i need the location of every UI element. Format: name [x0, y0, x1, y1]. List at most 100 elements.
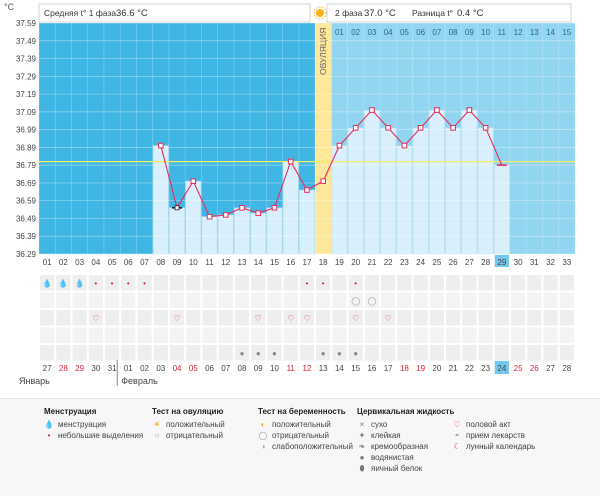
ovulation-band	[315, 23, 332, 254]
day-label: 11	[205, 258, 214, 267]
symbol-cell	[429, 327, 444, 343]
symbol-cell	[527, 292, 542, 308]
light-spotting-icon: •	[111, 279, 114, 288]
symbol-cell	[218, 345, 233, 361]
phase1-box	[38, 3, 311, 23]
symbol-cell	[381, 275, 396, 291]
symbol-cell	[316, 310, 331, 326]
legend-item: ⬮ яичный белок	[357, 463, 454, 474]
symbol-cell	[234, 275, 250, 291]
date-label: 25	[514, 364, 523, 373]
day-label: 22	[384, 258, 393, 267]
symbol-cell	[494, 345, 509, 361]
day-label: 30	[514, 258, 523, 267]
date-label: 22	[465, 364, 474, 373]
symbol-cell	[218, 292, 233, 308]
day-label: 26	[449, 258, 458, 267]
symbol-cell	[40, 310, 55, 326]
y-tick-label: 36.29	[16, 250, 37, 259]
symbol-cell	[104, 275, 120, 291]
y-tick-label: 37.39	[16, 55, 37, 64]
symbol-cell	[283, 345, 298, 361]
temp-point	[417, 125, 424, 131]
symbol-cell	[316, 327, 331, 343]
light-spotting-icon: •	[354, 279, 357, 288]
pregnancy-test-negative-icon: ◯	[367, 297, 376, 306]
symbol-cell	[364, 275, 380, 291]
day-label: 16	[286, 258, 295, 267]
symbol-cell	[169, 345, 185, 361]
y-tick-label: 36.69	[16, 179, 37, 188]
symbol-cell	[137, 327, 152, 343]
symbol-cell	[478, 327, 493, 343]
symbol-cell	[478, 310, 493, 326]
light-spotting-icon: •	[143, 279, 146, 288]
day-label: 04	[91, 258, 100, 267]
legend-item: ✦ клейкая	[357, 430, 454, 441]
symbol-cell	[397, 345, 412, 361]
day-label: 20	[351, 258, 360, 267]
symbol-cell	[186, 310, 201, 326]
sun-icon	[313, 6, 327, 20]
top-day-label: 12	[514, 28, 523, 37]
y-tick-label: 36.89	[16, 143, 37, 152]
symbol-cell	[364, 327, 380, 343]
temp-point	[336, 142, 343, 149]
legend-group-title: Тест на овуляцию	[152, 407, 224, 416]
symbol-cell	[72, 327, 87, 343]
phase1-label: Средняя t° 1 фаза	[44, 8, 116, 18]
egg-white-icon: ⬮	[359, 464, 365, 473]
legend-item-label: лунный календарь	[466, 442, 536, 451]
temp-bar	[461, 109, 478, 255]
symbol-cell	[316, 275, 331, 291]
day-label: 33	[562, 258, 571, 267]
pregnancy-test-negative-icon: ◯	[258, 431, 268, 440]
symbol-cell	[40, 275, 55, 291]
legend-item: ◯ отрицательный	[258, 430, 353, 441]
legend-group-title: Тест на беременность	[258, 407, 346, 416]
symbol-cell	[137, 292, 152, 308]
symbol-cell	[446, 275, 461, 291]
symbol-cell	[510, 292, 526, 308]
date-label: 09	[254, 364, 263, 373]
symbol-cell	[88, 345, 103, 361]
temp-point	[158, 142, 164, 149]
top-day-label: 09	[465, 28, 474, 37]
top-day-label: 02	[351, 28, 360, 37]
cervical-fluid-icon: ●	[240, 349, 245, 358]
symbol-cell	[218, 327, 233, 343]
symbol-cell	[462, 327, 477, 343]
symbol-cell	[316, 292, 331, 308]
day-label: 08	[156, 258, 165, 267]
symbol-cell	[153, 310, 168, 326]
symbol-cell	[510, 327, 526, 343]
legend-item: ◑ слабоположительный	[258, 441, 353, 452]
symbol-cell	[446, 310, 461, 326]
symbol-cell	[397, 327, 412, 343]
date-label: 07	[221, 364, 230, 373]
symbol-cell	[559, 310, 574, 326]
symbol-cell	[153, 292, 168, 308]
sticky-icon: ✦	[358, 431, 366, 440]
phase2-label: 2 фаза	[335, 8, 363, 18]
symbol-cell	[137, 275, 152, 291]
temp-bar	[428, 109, 445, 255]
symbol-cell	[234, 345, 250, 361]
temp-bar	[380, 127, 397, 255]
symbol-cell	[413, 292, 428, 308]
symbol-cell	[72, 292, 87, 308]
temp-bar	[217, 214, 234, 255]
symbol-cell	[413, 345, 428, 361]
phase2-value: 37.0 °C	[364, 8, 396, 19]
legend-item-label: положительный	[272, 420, 331, 429]
symbol-cell	[153, 275, 168, 291]
symbol-cell	[446, 345, 461, 361]
symbol-cell	[543, 345, 558, 361]
symbol-cell	[494, 275, 509, 291]
date-label: 23	[481, 364, 490, 373]
creamy-icon: ❧	[358, 442, 366, 451]
temp-bar	[234, 207, 250, 255]
symbol-cell	[186, 292, 201, 308]
legend-item: × сухо	[357, 419, 454, 430]
symbol-cell	[88, 310, 103, 326]
